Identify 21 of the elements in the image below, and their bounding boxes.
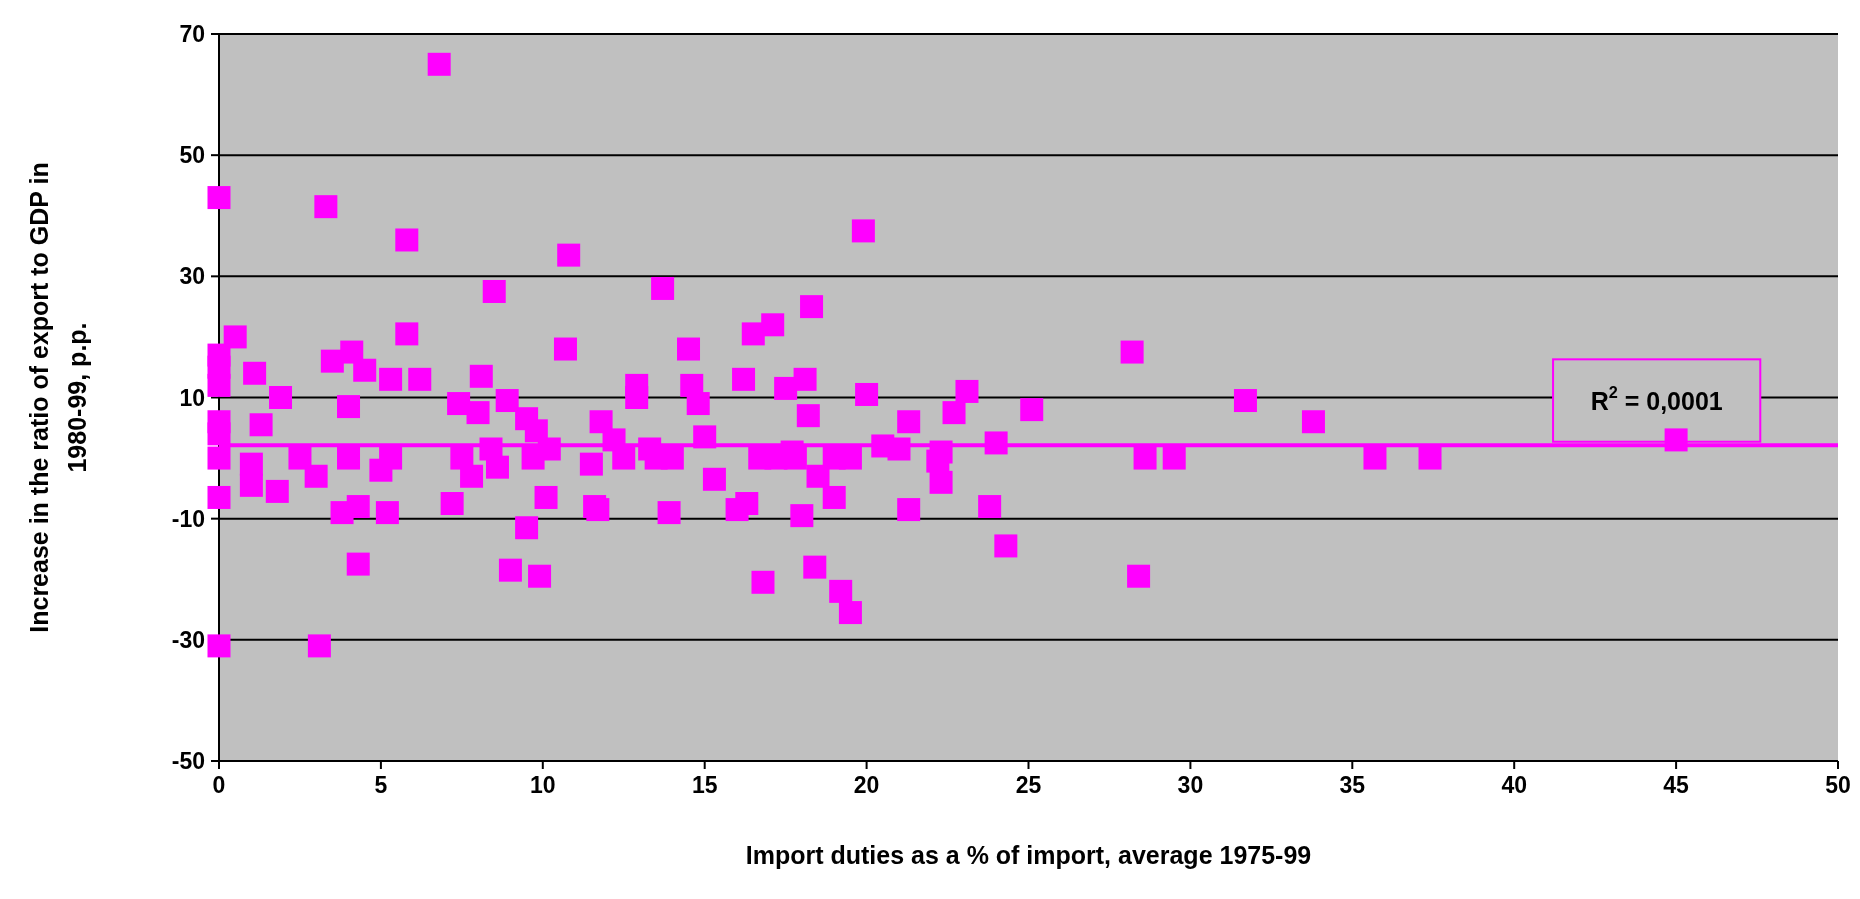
y-tick-label: -50	[171, 748, 205, 774]
x-tick-label: 15	[691, 772, 718, 798]
x-tick-label: 10	[530, 772, 556, 798]
y-tick-label: -10	[171, 505, 205, 532]
x-tick-label: 45	[1663, 772, 1690, 798]
x-tick-label: 30	[1177, 772, 1204, 798]
x-tick-label: 35	[1339, 772, 1366, 798]
y-tick-label: 10	[179, 384, 205, 411]
x-tick-label: 20	[853, 772, 880, 798]
y-tick-label: 70	[179, 21, 205, 47]
y-axis-title: Increase in the ratio of export to GDP in 1980-99, p.p.	[25, 162, 91, 633]
y-tick-label: -30	[171, 626, 205, 653]
x-tick-label: 25	[1015, 772, 1042, 798]
x-tick-label: 40	[1501, 772, 1527, 798]
x-tick-label: 5	[374, 772, 388, 798]
x-tick-label: 50	[1825, 772, 1851, 798]
y-tick-label: 50	[179, 142, 205, 169]
x-axis-title: Import duties as a % of import, average 1975-99	[745, 841, 1312, 869]
y-tick-label: 30	[179, 263, 205, 290]
x-tick-label: 0	[212, 772, 226, 798]
annotation: R$^{2}$ = 0,0001	[1590, 382, 1723, 415]
